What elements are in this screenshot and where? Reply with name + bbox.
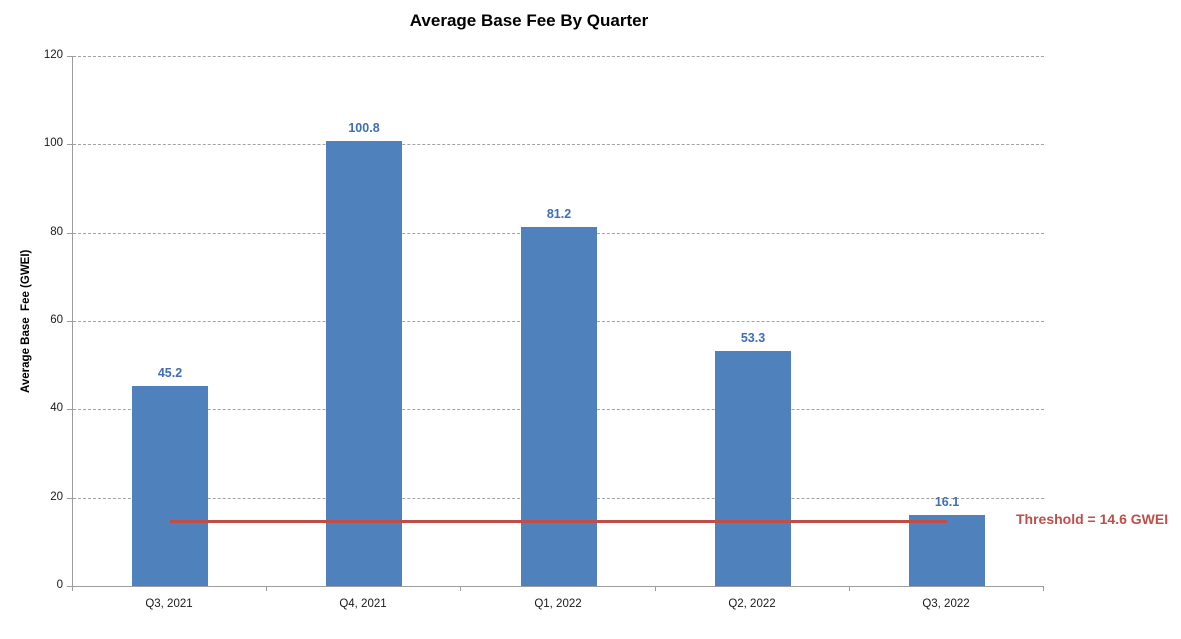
bar: [909, 515, 985, 586]
y-tick-mark: [67, 409, 72, 411]
y-tick-mark: [67, 144, 72, 146]
x-tick-mark: [1043, 586, 1044, 591]
x-tick-mark: [460, 586, 461, 591]
gridline: [73, 56, 1044, 57]
y-tick-label: 20: [50, 490, 63, 503]
y-tick-label: 60: [50, 314, 63, 326]
y-tick-mark: [67, 497, 72, 499]
x-tick-mark: [849, 586, 850, 591]
x-category-label: Q3, 2021: [145, 598, 193, 610]
y-tick-label: 120: [43, 49, 63, 61]
y-tick-label: 0: [56, 579, 63, 591]
x-tick-mark: [655, 586, 656, 591]
bar-value-label: 81.2: [546, 207, 572, 221]
y-tick-label: 80: [50, 225, 63, 238]
chart-title: Average Base Fee By Quarter: [409, 11, 649, 30]
bar: [326, 141, 402, 586]
y-tick-mark: [67, 321, 72, 322]
x-category-label: Q3, 2022: [922, 598, 970, 610]
threshold-annotation: Threshold = 14.6 GWEI: [1016, 511, 1169, 527]
y-tick-label: 40: [50, 402, 63, 415]
x-category-label: Q4, 2021: [339, 598, 387, 610]
bar-value-label: 100.8: [348, 121, 380, 135]
bar: [715, 351, 791, 586]
gridline: [73, 144, 1044, 146]
y-tick-mark: [67, 56, 72, 57]
x-tick-mark: [72, 586, 73, 591]
y-tick-mark: [67, 586, 72, 587]
x-category-label: Q2, 2022: [728, 598, 776, 610]
x-category-label: Q1, 2022: [534, 598, 582, 610]
threshold-line: [170, 520, 947, 523]
bar-value-label: 16.1: [934, 495, 960, 509]
bar-value-label: 45.2: [157, 366, 183, 380]
bar-value-label: 53.3: [740, 331, 766, 345]
x-tick-mark: [266, 586, 267, 591]
plot-area: 45.2 100.8 81.2 53.3 16.1: [72, 56, 1044, 587]
bar: [521, 227, 597, 586]
y-tick-label: 100: [43, 137, 63, 150]
bar: [132, 386, 208, 586]
y-tick-mark: [67, 232, 72, 234]
